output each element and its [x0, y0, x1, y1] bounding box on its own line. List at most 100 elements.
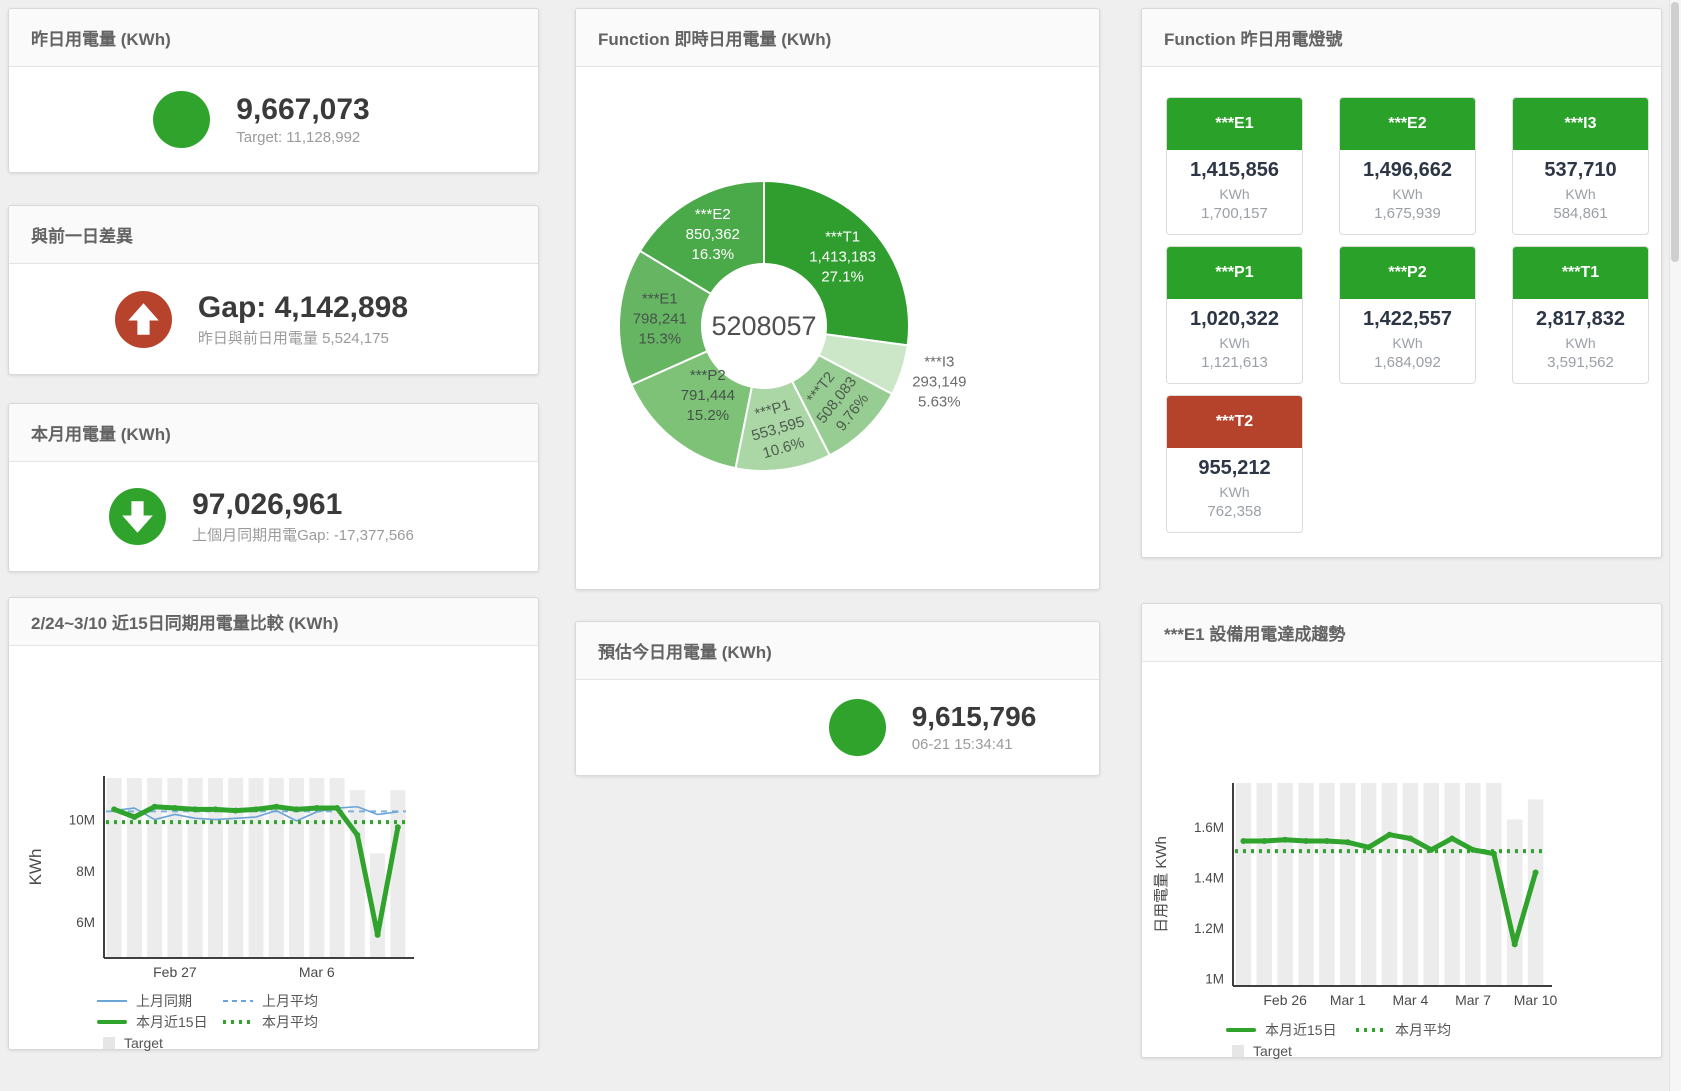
scrollbar-thumb[interactable] [1671, 2, 1679, 262]
target-bar [370, 853, 386, 958]
legend-item[interactable]: 上月平均 [223, 991, 349, 1011]
data-point [212, 806, 219, 813]
panel-title: Function 即時日用電量 (KWh) [576, 9, 1099, 67]
light-tile-value: 955,212 [1198, 457, 1271, 479]
legend-row: 本月近15日 本月平均 [1226, 1019, 1661, 1040]
svg-text:798,241: 798,241 [633, 310, 687, 327]
y-tick-label: 8M [76, 864, 95, 879]
light-tile-body: 537,710 KWh 584,861 [1513, 150, 1648, 234]
legend-swatch-line_green-icon [97, 1019, 127, 1024]
data-point [1449, 835, 1456, 842]
data-point [334, 805, 341, 812]
target-bar [248, 778, 264, 958]
panel-compare-chart: 2/24~3/10 近15日同期用電量比較 (KWh) 6M 8M 10M Feb 2… [8, 597, 539, 1053]
light-tile-name: ***T2 [1167, 396, 1302, 448]
light-tile: ***T1 2,817,832 KWh 3,591,562 [1512, 246, 1649, 384]
target-bar [1444, 783, 1460, 986]
data-point [1344, 839, 1351, 846]
legend-item[interactable]: 本月近15日 [1226, 1020, 1356, 1040]
day-gap-value: Gap: 4,142,898 [197, 290, 409, 324]
data-point [354, 831, 361, 838]
status-circle-green [153, 91, 211, 148]
donut-center-total: 5208057 [711, 311, 816, 341]
donut-slice[interactable] [638, 179, 765, 296]
legend-item[interactable]: 上月同期 [97, 991, 223, 1011]
donut-slice-label: ***T1 1,413,183 27.1% [809, 228, 876, 285]
light-tile-value: 2,817,832 [1536, 308, 1625, 330]
panel-title: ***E1 設備用電達成趨勢 [1142, 604, 1661, 662]
target-bar [1506, 819, 1523, 986]
legend-item[interactable]: Target [97, 1035, 223, 1051]
legend-item[interactable]: 本月平均 [223, 1012, 349, 1032]
light-tile-name: ***P1 [1167, 247, 1302, 299]
donut-slice[interactable] [763, 179, 910, 347]
data-point [1303, 838, 1310, 844]
legend-swatch-line_green-icon [1226, 1027, 1256, 1032]
legend-label: 本月平均 [262, 1013, 318, 1030]
light-tile-target: 584,861 [1553, 205, 1608, 222]
light-tile-body: 1,496,662 KWh 1,675,939 [1340, 150, 1475, 234]
trend-line-chart[interactable]: 1M 1.2M 1.4M 1.6M Feb 26 Mar 1 Mar 4 Mar 7 Mar 1… [1142, 662, 1661, 1008]
light-tile-target: 762,358 [1207, 503, 1262, 520]
svg-text:5.63%: 5.63% [918, 393, 961, 410]
panel-title: 2/24~3/10 近15日同期用電量比較 (KWh) [9, 598, 538, 646]
legend-label: 本月平均 [1395, 1021, 1451, 1038]
x-tick-label: Feb 26 [1263, 992, 1307, 1007]
data-point [253, 806, 259, 813]
target-bar [1256, 783, 1273, 986]
light-tile-target: 1,684,092 [1374, 354, 1441, 371]
target-bar [147, 778, 163, 958]
legend-item[interactable]: Target [1226, 1043, 1356, 1059]
target-bar [1486, 783, 1502, 986]
legend-item[interactable]: 本月近15日 [97, 1012, 223, 1032]
light-tile: ***T2 955,212 KWh 762,358 [1166, 395, 1303, 533]
light-tile-unit: KWh [1565, 186, 1596, 202]
light-tile-unit: KWh [1565, 335, 1596, 351]
legend-swatch-bar-icon [103, 1036, 115, 1049]
realtime-donut-chart[interactable]: ***T1 1,413,183 27.1% ***I3 293,149 5.63% ***T… [576, 67, 1099, 589]
panel-trend-chart: ***E1 設備用電達成趨勢 1M 1.2M 1.4M 1.6M Feb 26 Mar 1… [1141, 603, 1662, 1061]
page-scrollbar[interactable] [1669, 0, 1681, 1091]
light-tile-body: 955,212 KWh 762,358 [1167, 448, 1302, 532]
light-tile-target: 1,700,157 [1201, 205, 1268, 222]
legend-label: 本月近15日 [136, 1013, 208, 1030]
compare-line-chart[interactable]: 6M 8M 10M Feb 27 Mar 6 KWh [9, 646, 534, 980]
target-bar [207, 778, 223, 958]
svg-text:16.3%: 16.3% [691, 246, 734, 263]
estimate-timestamp: 06-21 15:34:41 [911, 735, 1013, 753]
data-point [151, 803, 158, 810]
down-arrow-icon [109, 488, 167, 545]
target-bar [268, 778, 284, 958]
data-point [1240, 838, 1247, 844]
target-bar [1235, 783, 1252, 986]
y-tick-label: 1M [1205, 971, 1224, 986]
day-gap-subtext: 昨日與前日用電量 5,524,175 [197, 329, 389, 347]
data-point [192, 806, 199, 813]
data-point [313, 805, 320, 812]
panel-realtime-donut: Function 即時日用電量 (KWh) ***T1 1,413,183 27.1… [575, 8, 1100, 590]
light-tile-unit: KWh [1219, 335, 1250, 351]
y-tick-label: 6M [76, 915, 95, 930]
light-tile-value: 1,020,322 [1190, 308, 1279, 330]
month-usage-value: 97,026,961 [192, 488, 343, 521]
target-bar [187, 778, 203, 958]
light-tile-name: ***T1 [1513, 247, 1648, 299]
estimate-value: 9,615,796 [911, 701, 1037, 733]
data-point [171, 805, 178, 812]
target-bar [1402, 783, 1419, 986]
legend-row: 本月近15日 本月平均 [97, 1011, 538, 1032]
legend-row: Target [1226, 1040, 1661, 1061]
data-point [293, 806, 300, 813]
data-point [374, 931, 381, 938]
legend-item[interactable]: 本月平均 [1356, 1020, 1486, 1040]
donut-slice-label: ***E1 798,241 15.3% [633, 290, 687, 347]
data-point [1511, 941, 1518, 948]
light-tile-value: 537,710 [1544, 159, 1617, 181]
compare-chart-legend: 上月同期 上月平均 本月近15日 本月平均 Target [97, 990, 538, 1053]
target-bar [1277, 783, 1293, 986]
status-circle-green [828, 699, 886, 756]
target-bar [1340, 783, 1356, 986]
light-tile-unit: KWh [1219, 484, 1250, 500]
target-bar [349, 790, 365, 958]
light-tile: ***P1 1,020,322 KWh 1,121,613 [1166, 246, 1303, 384]
